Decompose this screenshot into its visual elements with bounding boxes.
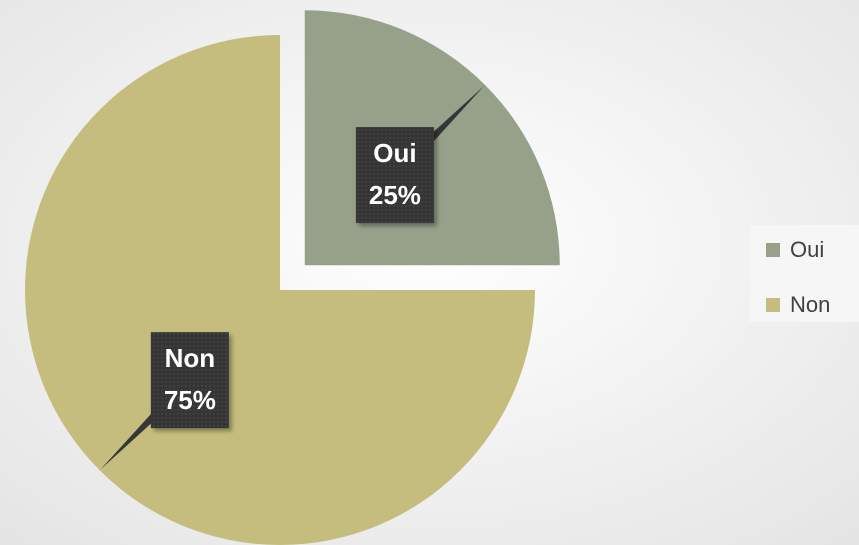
- data-label-category: Oui: [373, 138, 416, 168]
- data-label-value: 25%: [369, 180, 421, 210]
- legend-swatch: [766, 243, 780, 257]
- data-label-value: 75%: [164, 385, 216, 415]
- label-box: [150, 332, 229, 429]
- label-box: [355, 127, 434, 224]
- data-label-category: Non: [165, 343, 216, 373]
- legend-swatch: [766, 298, 780, 312]
- legend-label: Oui: [790, 237, 824, 262]
- legend-label: Non: [790, 292, 830, 317]
